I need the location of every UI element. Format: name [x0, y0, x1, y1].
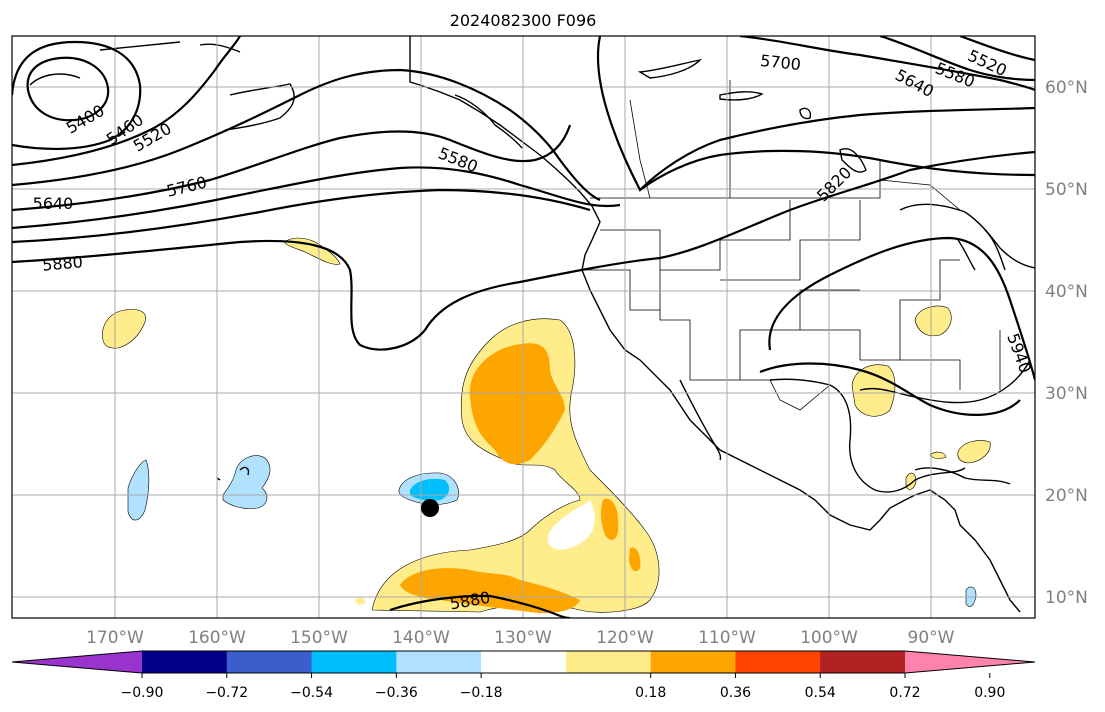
colorbar-swatch [735, 651, 821, 673]
lon-label: 140°W [392, 628, 450, 648]
contour-label: 5760 [165, 173, 209, 201]
colorbar-tick-label: 0.18 [635, 685, 666, 701]
colorbar-extend-max [905, 651, 1035, 673]
lat-label: 60°N [1045, 78, 1088, 98]
colorbar-swatch [142, 651, 228, 673]
contour-label: 5880 [41, 252, 83, 274]
lat-label: 30°N [1045, 384, 1088, 404]
lon-label: 170°W [86, 628, 144, 648]
shaded-field [102, 237, 991, 614]
map-panel: 5400 5460 5520 5580 5640 5700 5760 5820 … [12, 36, 1035, 618]
lon-label: 120°W [596, 628, 654, 648]
lon-label: 160°W [188, 628, 246, 648]
latitude-labels: 60°N 50°N 40°N 30°N 20°N 10°N [1045, 78, 1088, 608]
political-borders [585, 80, 1001, 411]
lon-label: 130°W [494, 628, 552, 648]
lon-label: 90°W [908, 628, 955, 648]
contour-label: 5940 [1003, 331, 1035, 376]
colorbar-swatch [565, 651, 652, 673]
figure-title: 2024082300 F096 [450, 11, 597, 30]
colorbar-swatch [650, 651, 736, 673]
lat-label: 10°N [1045, 588, 1088, 608]
lat-label: 20°N [1045, 486, 1088, 506]
contour-label: 5820 [813, 163, 855, 205]
contour-label: 5700 [759, 51, 801, 74]
lon-label: 110°W [698, 628, 756, 648]
height-contours [12, 36, 1035, 618]
colorbar-swatch [481, 651, 567, 673]
lat-label: 50°N [1045, 180, 1088, 200]
colorbar-tick-label: 0.90 [974, 685, 1005, 701]
storm-center-dot [421, 499, 439, 517]
lon-label: 150°W [290, 628, 348, 648]
contour-label: 5640 [892, 65, 937, 101]
colorbar-swatch [226, 651, 313, 673]
longitude-labels: 170°W 160°W 150°W 140°W 130°W 120°W 110°… [86, 628, 955, 648]
colorbar-swatch [396, 651, 482, 673]
graticule [12, 36, 1035, 618]
lon-label: 100°W [800, 628, 858, 648]
colorbar-tick-label: −0.18 [460, 685, 503, 701]
colorbar-tick-label: 0.54 [805, 685, 836, 701]
colorbar: −0.90 −0.72 −0.54 −0.36 −0.18 0.18 0.36 0.54 0.7… [11, 650, 1036, 701]
colorbar-tick-label: 0.72 [889, 685, 920, 701]
contour-label: 5640 [33, 194, 74, 213]
colorbar-tick-label: −0.54 [290, 685, 333, 701]
colorbar-swatch [311, 651, 397, 673]
colorbar-tick-label: −0.72 [205, 685, 248, 701]
coastlines [29, 36, 1035, 613]
colorbar-tick-label: −0.36 [375, 685, 418, 701]
colorbar-tick-label: −0.90 [121, 685, 164, 701]
colorbar-swatch [820, 651, 906, 673]
colorbar-tick-label: 0.36 [720, 685, 751, 701]
colorbar-extend-min [12, 651, 142, 673]
contour-label: 5400 [63, 101, 108, 138]
lat-label: 40°N [1045, 282, 1088, 302]
map-frame [11, 35, 1036, 619]
